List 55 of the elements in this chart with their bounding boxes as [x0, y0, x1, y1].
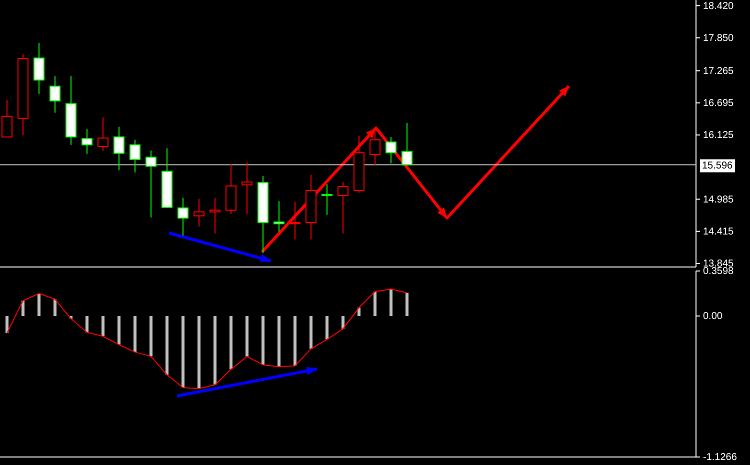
bar: [406, 292, 408, 316]
y-tick-label: 17.850: [703, 32, 734, 44]
bar: [278, 316, 280, 367]
y-tick-label: 16.125: [703, 130, 734, 142]
bar: [166, 316, 168, 375]
candlestick: [242, 162, 252, 215]
bar: [294, 316, 296, 366]
y-tick-label: 14.415: [703, 226, 734, 238]
candlestick: [82, 128, 92, 154]
y-tick-label: 14.985: [703, 194, 734, 206]
candlestick: [194, 198, 204, 228]
candlestick: [130, 139, 140, 173]
candlestick: [50, 76, 60, 114]
bar: [214, 316, 216, 385]
bar: [326, 316, 328, 340]
bar: [54, 299, 56, 316]
candlestick: [386, 136, 396, 164]
bar: [262, 316, 264, 365]
bar: [182, 316, 184, 388]
y-tick-label: 18.420: [703, 0, 734, 12]
bar: [374, 292, 376, 316]
bar: [150, 316, 152, 356]
y-tick-label: 16.695: [703, 98, 734, 110]
bar: [230, 316, 232, 370]
candlestick: [98, 116, 108, 152]
bar: [342, 316, 344, 329]
candlestick: [290, 201, 300, 240]
candlestick: [2, 99, 12, 138]
ref-line-label: 15.596: [702, 160, 734, 172]
candlestick: [370, 130, 380, 166]
bar: [198, 316, 200, 389]
bar: [310, 316, 312, 349]
bar: [38, 294, 40, 316]
candlestick: [178, 197, 188, 236]
candlestick: [146, 150, 156, 218]
candlestick: [402, 122, 412, 166]
bar: [134, 316, 136, 352]
candlestick: [34, 42, 44, 95]
candlestick: [114, 126, 124, 171]
bar: [102, 316, 104, 336]
y-tick-label: -1.1266: [703, 452, 738, 464]
bar: [118, 316, 120, 345]
y-tick-label: 0.00: [703, 311, 723, 322]
bar: [6, 316, 8, 334]
candlestick: [210, 197, 220, 234]
bar: [86, 316, 88, 332]
candlestick: [274, 200, 284, 232]
bar: [246, 316, 248, 356]
candlestick: [322, 184, 332, 216]
y-tick-label: 17.265: [703, 66, 734, 77]
line-series: [6, 288, 408, 390]
bar: [358, 308, 360, 316]
bar: [22, 300, 24, 316]
candlestick: [338, 182, 348, 234]
bar: [390, 288, 392, 316]
